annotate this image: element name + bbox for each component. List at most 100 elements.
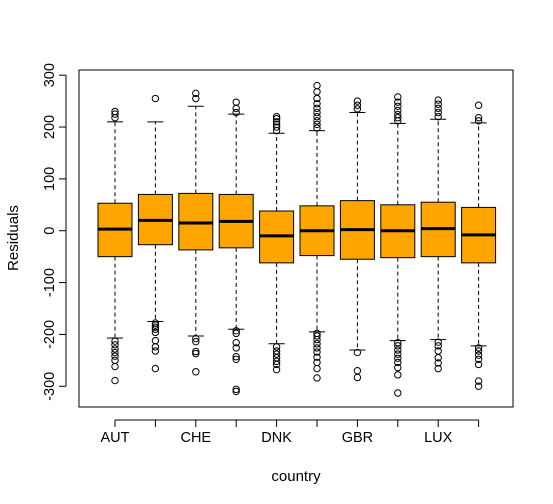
outlier-point bbox=[232, 104, 240, 113]
boxplots bbox=[97, 81, 497, 397]
outlier-point bbox=[111, 362, 119, 371]
y-tick-label: -300 bbox=[42, 372, 58, 401]
outlier-point bbox=[232, 329, 240, 338]
outlier-point bbox=[353, 97, 362, 105]
outlier-point bbox=[434, 354, 442, 362]
outlier-point bbox=[111, 110, 119, 118]
outlier-point bbox=[394, 106, 402, 115]
outlier-point bbox=[151, 321, 160, 329]
outlier-point bbox=[394, 363, 402, 372]
outlier-point bbox=[313, 340, 321, 348]
outlier-point bbox=[272, 365, 281, 374]
outlier-point bbox=[434, 359, 442, 367]
outlier-point bbox=[232, 344, 240, 352]
outlier-point bbox=[394, 98, 402, 106]
outlier-point bbox=[192, 94, 200, 103]
y-tick-label: 200 bbox=[42, 115, 58, 139]
outlier-point bbox=[353, 105, 362, 113]
outlier-point bbox=[313, 335, 321, 344]
x-tick-label: DNK bbox=[261, 430, 292, 446]
outlier-point bbox=[151, 347, 160, 355]
outlier-point bbox=[111, 107, 119, 116]
outlier-point bbox=[192, 347, 200, 356]
outlier-point bbox=[192, 337, 200, 346]
outlier-point bbox=[474, 347, 483, 355]
y-tick-label: -200 bbox=[42, 320, 58, 349]
outlier-point bbox=[394, 346, 402, 354]
outlier-point bbox=[434, 108, 442, 117]
y-tick-label: 0 bbox=[42, 227, 58, 235]
outlier-point bbox=[313, 112, 321, 121]
outlier-point bbox=[272, 360, 281, 369]
outlier-point bbox=[232, 108, 240, 117]
outlier-point bbox=[313, 104, 321, 113]
y-tick-label: 300 bbox=[42, 63, 58, 87]
outlier-point bbox=[151, 325, 160, 333]
outlier-point bbox=[394, 371, 402, 379]
box-7 bbox=[380, 93, 416, 397]
y-tick-label: -100 bbox=[42, 268, 58, 297]
outlier-point bbox=[272, 115, 281, 123]
y-axis-title: Residuals bbox=[5, 205, 22, 271]
outlier-point bbox=[111, 348, 119, 357]
outlier-point bbox=[313, 332, 321, 340]
outlier-point bbox=[232, 339, 240, 347]
outlier-point bbox=[474, 360, 483, 369]
plot-frame bbox=[78, 69, 514, 408]
box-2 bbox=[178, 89, 214, 376]
outlier-point bbox=[192, 334, 200, 343]
x-tick-label: LUX bbox=[424, 430, 453, 446]
outlier-point bbox=[111, 341, 119, 349]
box-3 bbox=[218, 98, 254, 396]
outlier-point bbox=[394, 350, 402, 358]
box-6 bbox=[339, 97, 375, 382]
outlier-point bbox=[313, 344, 321, 352]
outlier-point bbox=[151, 328, 160, 337]
outlier-point bbox=[272, 343, 281, 351]
outlier-point bbox=[151, 94, 160, 103]
outlier-point bbox=[272, 123, 281, 131]
outlier-point bbox=[434, 364, 442, 373]
outlier-point bbox=[232, 387, 240, 396]
outlier-point bbox=[151, 343, 160, 351]
y-tick-label: 100 bbox=[42, 167, 58, 191]
outlier-point bbox=[434, 342, 442, 350]
outlier-point bbox=[353, 373, 362, 382]
outlier-point bbox=[434, 338, 442, 346]
x-tick-label: AUT bbox=[101, 430, 130, 446]
outlier-point bbox=[313, 120, 321, 129]
outlier-point bbox=[313, 100, 321, 108]
outlier-point bbox=[434, 100, 442, 108]
box-1 bbox=[137, 94, 173, 373]
outlier-point bbox=[394, 102, 402, 110]
outlier-point bbox=[474, 113, 483, 122]
outlier-point bbox=[232, 327, 240, 335]
outlier-point bbox=[111, 352, 119, 360]
outlier-point bbox=[394, 354, 402, 362]
outlier-point bbox=[111, 337, 119, 345]
outlier-point bbox=[111, 345, 119, 353]
outlier-point bbox=[313, 353, 321, 361]
x-axis: AUT CHE DNK GBR LUX bbox=[101, 419, 480, 446]
outlier-point bbox=[394, 110, 402, 119]
outlier-point bbox=[313, 108, 321, 117]
outlier-point bbox=[394, 358, 402, 367]
outlier-point bbox=[313, 124, 321, 132]
outlier-point bbox=[151, 323, 160, 331]
outlier-point bbox=[272, 350, 281, 358]
outlier-point bbox=[474, 344, 483, 352]
outlier-point bbox=[272, 357, 281, 366]
x-axis-title: country bbox=[271, 468, 321, 485]
outlier-point bbox=[272, 112, 281, 121]
outlier-point bbox=[111, 376, 119, 385]
outlier-point bbox=[192, 89, 200, 98]
outlier-point bbox=[353, 101, 362, 109]
outlier-point bbox=[313, 88, 321, 96]
outlier-point bbox=[394, 389, 402, 397]
box-0 bbox=[97, 107, 133, 385]
x-tick-label: GBR bbox=[342, 430, 373, 446]
outlier-point bbox=[434, 96, 442, 104]
outlier-point bbox=[232, 355, 240, 364]
outlier-point bbox=[313, 348, 321, 356]
box-9 bbox=[461, 101, 497, 390]
